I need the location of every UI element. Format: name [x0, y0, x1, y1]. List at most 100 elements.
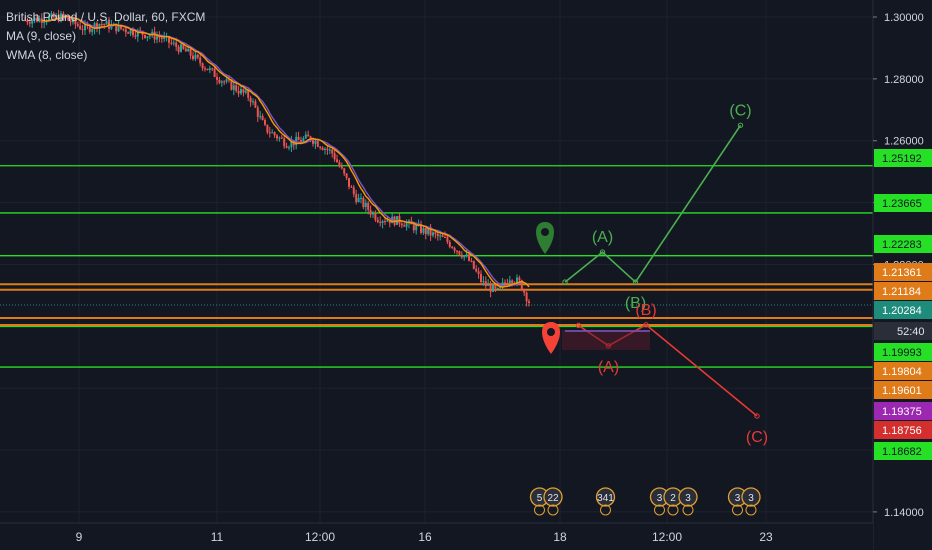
x-tick-label[interactable]: 16 [418, 530, 432, 544]
price-badge [874, 263, 932, 281]
event-count[interactable]: 3 [685, 493, 691, 504]
event-flag-icon [543, 487, 563, 507]
candle-body [72, 18, 74, 23]
event-ring-icon [534, 504, 545, 516]
candle-body [45, 21, 48, 23]
candle-body [129, 29, 132, 34]
indicator-lines [41, 15, 530, 288]
price-badge-label[interactable]: 1.21184 [882, 286, 921, 298]
wave-up-label[interactable]: (C) [729, 102, 751, 119]
candle-body [516, 277, 518, 284]
price-badge-label[interactable]: 1.19804 [882, 366, 922, 378]
wave-up-node [562, 279, 568, 285]
x-tick-label[interactable]: 9 [76, 530, 83, 544]
price-axis[interactable]: 1.300001.280001.260001.240001.220001.140… [872, 0, 932, 550]
candle-body [508, 280, 511, 284]
price-badge-label[interactable]: 1.21361 [882, 267, 922, 279]
price-badge-label[interactable]: 1.22283 [882, 239, 922, 251]
price-badge-label[interactable]: 1.19601 [882, 385, 922, 397]
candle-body [115, 23, 118, 32]
candle-body [432, 232, 434, 236]
event-count[interactable]: 3 [735, 493, 741, 504]
price-badge-label[interactable]: 1.19375 [882, 406, 922, 418]
price-badge-label[interactable]: 1.19993 [882, 347, 922, 359]
x-tick-label[interactable]: 11 [211, 530, 224, 544]
wave-down-node [754, 413, 760, 419]
y-tick-label[interactable]: 1.30000 [884, 12, 924, 24]
candle-body [307, 134, 310, 137]
wave-projections[interactable]: (A) (B) (C) (A) (B) (C) [562, 102, 768, 446]
legend-ma[interactable]: MA (9, close) [6, 29, 77, 43]
event-count[interactable]: 5 [537, 493, 543, 504]
candle-body [52, 13, 55, 18]
event-ring-icon [732, 504, 743, 516]
candle-body [192, 55, 194, 60]
wave-up-label[interactable]: (A) [592, 229, 613, 246]
x-tick-label[interactable]: 12:00 [305, 530, 335, 544]
event-count[interactable]: 2 [670, 493, 676, 504]
candle-body [132, 29, 134, 36]
event-icons[interactable]: 5 22 341 3 2 3 3 3 [529, 487, 761, 516]
time-axis[interactable]: 9 11 12:00 16 18 12:00 23 [0, 522, 873, 550]
candle-body [88, 26, 91, 32]
candle-body [254, 101, 257, 108]
candle-body [343, 168, 346, 174]
event-count[interactable]: 341 [597, 493, 614, 504]
price-badge [874, 362, 932, 380]
price-badge-label[interactable]: 1.18756 [882, 425, 922, 437]
candle-body [67, 17, 70, 21]
price-badge-label[interactable]: 1.23665 [882, 198, 922, 210]
event-count[interactable]: 3 [657, 493, 663, 504]
candle-body [429, 228, 432, 236]
y-tick-label[interactable]: 1.26000 [884, 136, 924, 148]
candle-body [496, 288, 499, 290]
candle-body [525, 292, 528, 302]
candle-body [177, 46, 180, 52]
candle-body [206, 68, 209, 71]
y-tick-label[interactable]: 1.28000 [884, 74, 924, 86]
price-badge [874, 301, 932, 319]
price-badge [874, 381, 932, 399]
x-tick-label[interactable]: 12:00 [652, 530, 682, 544]
event-count[interactable]: 3 [748, 493, 754, 504]
candle-body [283, 138, 286, 147]
x-tick-label[interactable]: 18 [553, 530, 567, 544]
wave-down-label[interactable]: (A) [598, 359, 619, 376]
wave-down-label[interactable]: (C) [746, 429, 768, 446]
candle-body [180, 44, 182, 52]
wave-down-label[interactable]: (B) [635, 302, 656, 319]
price-badge [874, 194, 932, 212]
y-tick-label[interactable]: 1.14000 [884, 507, 924, 519]
legend-symbol[interactable]: British Pound / U.S. Dollar, 60, FXCM [6, 10, 206, 24]
candle-body [117, 24, 120, 32]
legend-wma[interactable]: WMA (8, close) [6, 48, 88, 62]
event-count[interactable]: 22 [547, 493, 559, 504]
price-badge-label[interactable]: 1.25192 [882, 153, 922, 165]
candle-body [511, 280, 514, 284]
candle-body [379, 221, 382, 224]
x-tick-label[interactable]: 23 [759, 530, 773, 544]
candle-body [288, 147, 290, 149]
candle-body [304, 134, 307, 139]
horizontal-levels[interactable] [0, 165, 873, 368]
countdown-label[interactable]: 52:40 [897, 326, 925, 338]
candle-body [441, 235, 444, 237]
candle-body [189, 48, 192, 56]
candle-body [328, 149, 331, 151]
price-badge-label[interactable]: 1.20284 [882, 305, 922, 317]
candle-body [235, 85, 238, 91]
candle-body [316, 141, 319, 147]
candle-body [278, 137, 281, 139]
candle-body [372, 212, 374, 215]
candle-body [444, 236, 446, 238]
price-badge [874, 235, 932, 253]
event-ring-icon [547, 504, 559, 516]
price-badge [874, 343, 932, 361]
candle-body [494, 285, 497, 289]
candle-body [55, 14, 58, 18]
candle-body [160, 37, 163, 39]
wave-up-label[interactable]: (B) [625, 295, 646, 312]
candle-body [487, 284, 490, 287]
price-badge-label[interactable]: 1.18682 [882, 446, 922, 458]
